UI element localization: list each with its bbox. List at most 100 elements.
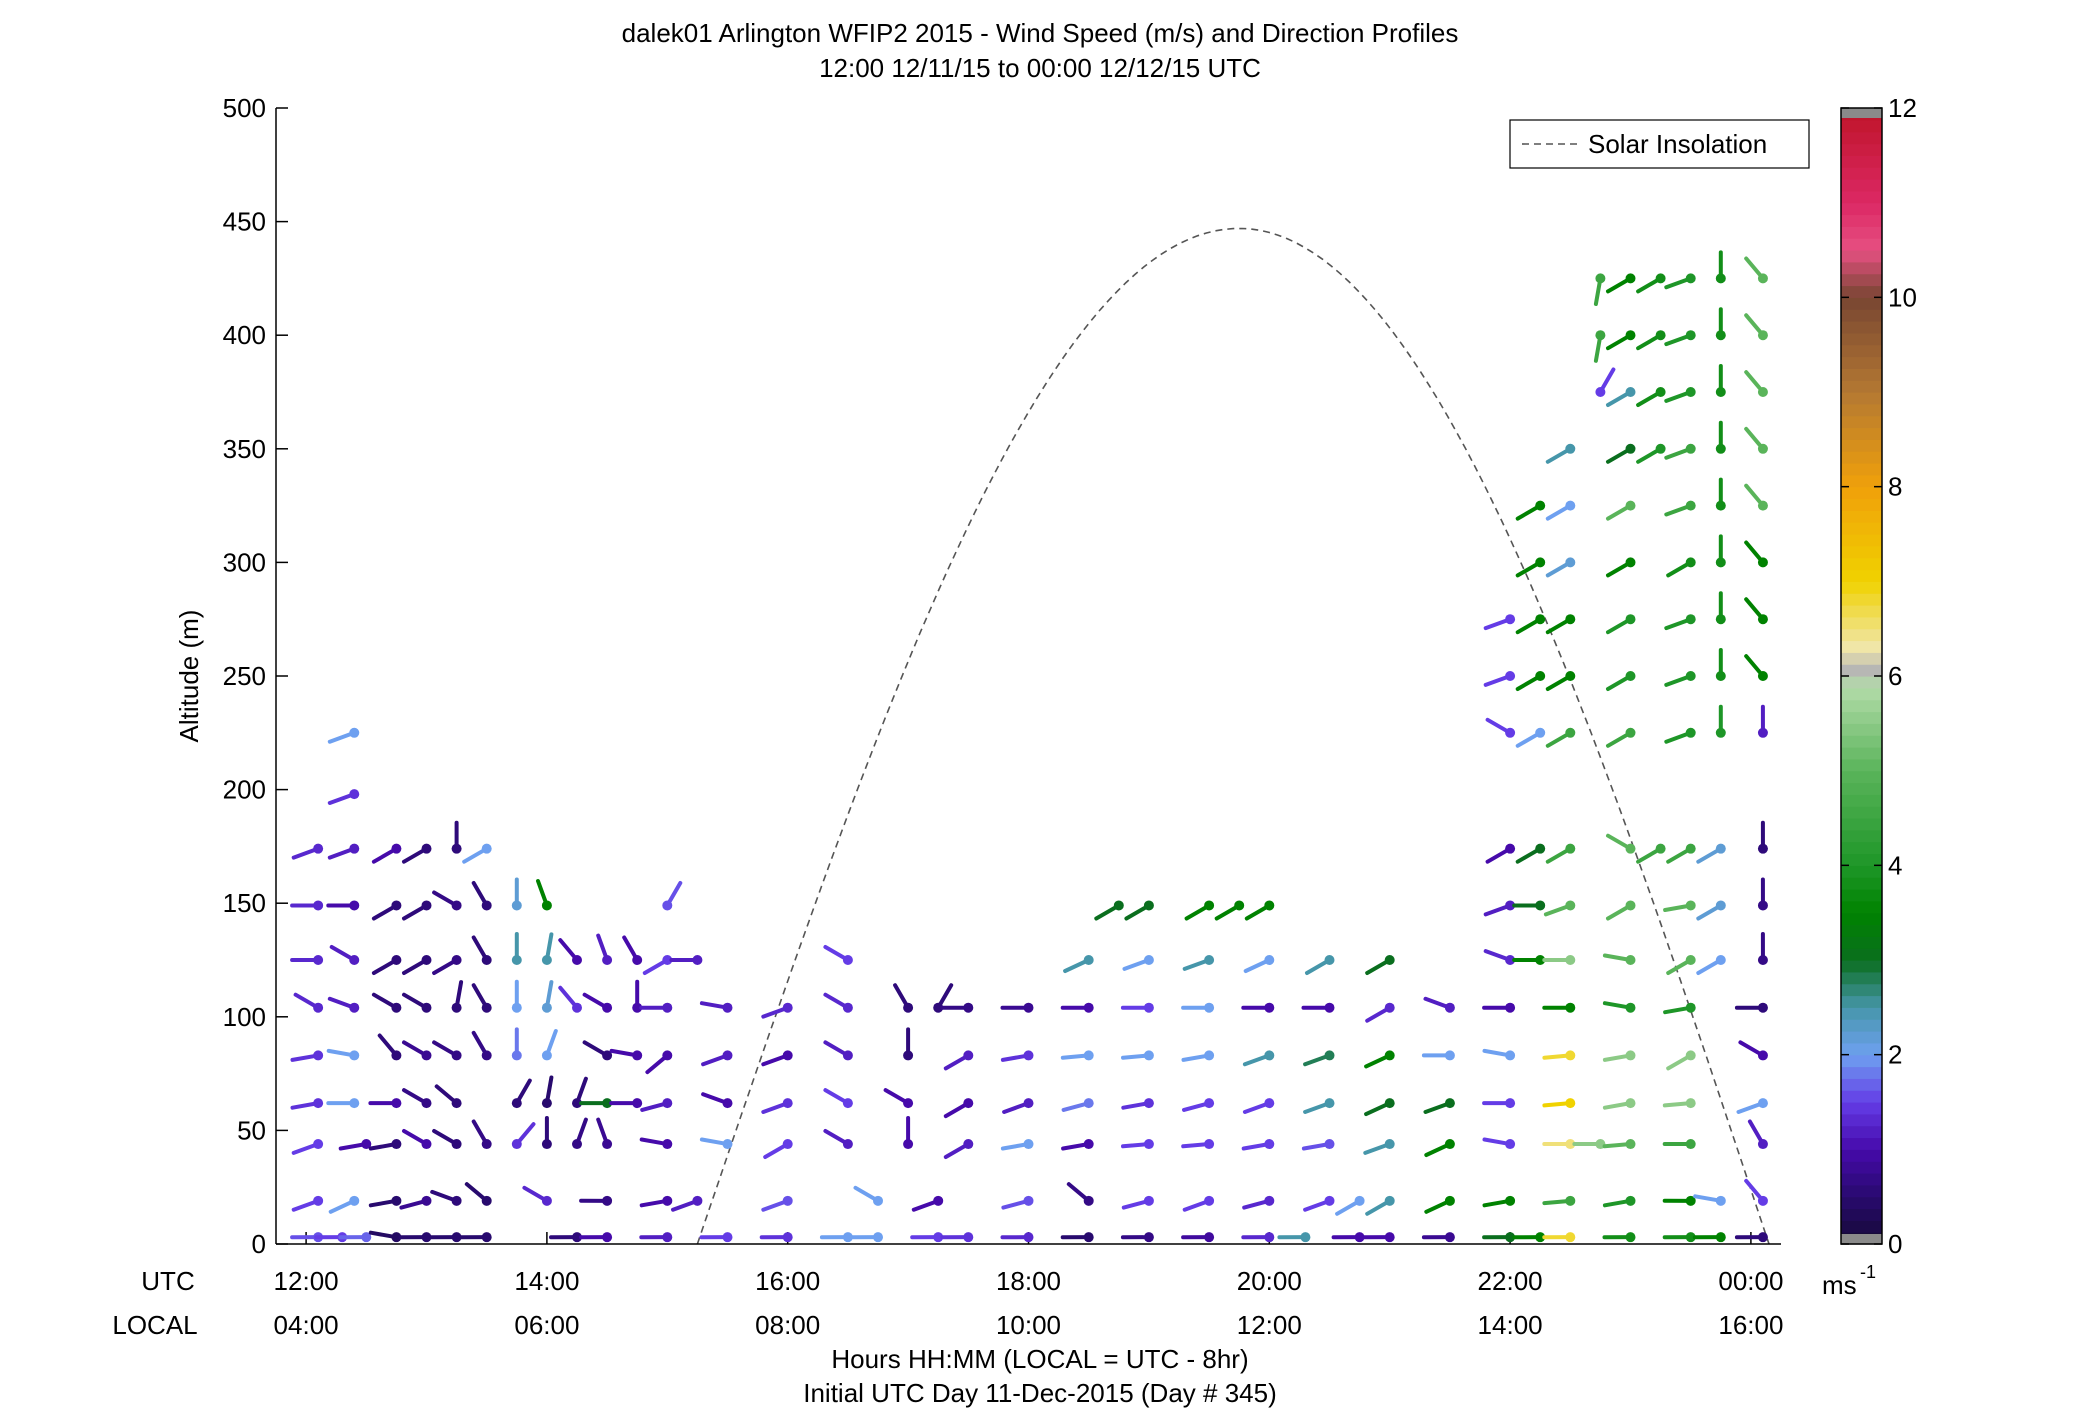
- wind-barb: [759, 1232, 793, 1243]
- wind-barb-dot: [349, 1050, 360, 1061]
- wind-barb-dot: [1505, 1098, 1516, 1109]
- wind-barb-dot: [1715, 500, 1726, 511]
- wind-barb: [1515, 614, 1546, 635]
- wind-barb: [471, 1119, 492, 1150]
- y-tick-label: 450: [223, 207, 266, 237]
- y-tick-label: 250: [223, 661, 266, 691]
- wind-barb: [293, 992, 324, 1013]
- wind-barb-dot: [313, 843, 324, 854]
- wind-barb: [893, 983, 914, 1013]
- wind-barb-dot: [1757, 1050, 1768, 1061]
- wind-barb-dot: [1625, 900, 1636, 911]
- colorbar-band: [1841, 392, 1882, 405]
- colorbar-band: [1841, 758, 1882, 772]
- wind-barb-dot: [313, 1050, 324, 1061]
- colorbar-band: [1841, 605, 1882, 618]
- colorbar-band: [1841, 806, 1882, 819]
- wind-barb: [1181, 1232, 1215, 1243]
- wind-barb: [1121, 1195, 1154, 1210]
- wind-barb: [1744, 597, 1768, 625]
- wind-barb-dot: [1715, 1195, 1726, 1206]
- wind-barb: [549, 1232, 582, 1243]
- wind-barb: [1744, 540, 1768, 568]
- wind-barb: [1734, 1232, 1768, 1243]
- wind-barb-dot: [1565, 900, 1576, 911]
- wind-barb-dot: [1565, 557, 1576, 568]
- wind-barb-dot: [1505, 727, 1516, 738]
- x-tick-label-local: 14:00: [1478, 1310, 1543, 1340]
- wind-barb-dot: [1535, 900, 1546, 911]
- wind-barb-dot: [602, 1098, 613, 1109]
- wind-barb: [1757, 704, 1768, 738]
- wind-barb-dot: [1384, 1050, 1395, 1061]
- wind-barb-dot: [1685, 727, 1696, 738]
- wind-barb-dot: [1505, 1232, 1516, 1243]
- wind-barb: [911, 1195, 944, 1212]
- wind-barb: [609, 1048, 643, 1061]
- wind-barb: [1545, 500, 1576, 521]
- wind-barb-dot: [1143, 1002, 1154, 1013]
- colorbar-band: [1841, 1066, 1882, 1079]
- colorbar-band: [1841, 889, 1882, 902]
- wind-barb-dot: [1715, 843, 1726, 854]
- wind-barb-dot: [481, 1050, 492, 1061]
- wind-barb: [1663, 1002, 1696, 1015]
- wind-barb: [1361, 1232, 1395, 1243]
- wind-barb: [1662, 1139, 1696, 1150]
- wind-barb: [699, 1232, 733, 1243]
- wind-barb-dot: [1685, 1195, 1696, 1206]
- wind-barb-dot: [1757, 387, 1768, 397]
- wind-barb-dot: [313, 955, 324, 965]
- wind-barb-dot: [1625, 1098, 1636, 1109]
- wind-barb-dot: [842, 955, 853, 965]
- wind-barb-dot: [421, 1139, 432, 1150]
- wind-barb: [1545, 557, 1576, 578]
- y-tick-label: 350: [223, 434, 266, 464]
- wind-barb-dot: [1655, 273, 1666, 284]
- wind-barb-dot: [451, 1195, 462, 1206]
- wind-barb: [1482, 1048, 1516, 1061]
- x-tick-label-local: 10:00: [996, 1310, 1061, 1340]
- wind-barb-dot: [1565, 500, 1576, 511]
- wind-barb-dot: [662, 900, 673, 911]
- wind-barb: [402, 900, 432, 921]
- wind-barb-dot: [1023, 1232, 1034, 1243]
- colorbar-band: [1841, 936, 1882, 949]
- x-tick-label-local: 16:00: [1718, 1310, 1783, 1340]
- wind-barb: [823, 945, 853, 965]
- wind-barb: [1000, 1050, 1034, 1062]
- wind-barb-dot: [722, 1002, 733, 1013]
- wind-barb: [596, 1117, 613, 1150]
- y-tick-label: 150: [223, 888, 266, 918]
- wind-barb: [399, 1195, 432, 1210]
- wind-barb: [1512, 1232, 1546, 1243]
- wind-barb-dot: [1715, 387, 1726, 397]
- x-tick-label-utc: 14:00: [514, 1266, 579, 1296]
- colorbar-band: [1841, 463, 1882, 476]
- wind-barb: [1545, 727, 1576, 748]
- wind-barb: [701, 1050, 733, 1067]
- wind-barb: [910, 1232, 944, 1243]
- wind-barb: [432, 1129, 462, 1150]
- wind-barb-dot: [313, 900, 324, 911]
- wind-barb-dot: [1757, 1139, 1768, 1150]
- wind-barb-dot: [1565, 1195, 1576, 1206]
- wind-barb: [1244, 900, 1275, 921]
- wind-barb-dot: [1535, 843, 1546, 854]
- wind-barb: [1602, 1195, 1636, 1208]
- wind-barb: [1060, 1050, 1094, 1061]
- wind-barb-dot: [1143, 1050, 1154, 1061]
- wind-barb-dot: [1595, 387, 1606, 397]
- wind-barb: [582, 992, 613, 1013]
- wind-barb-dot: [1685, 500, 1696, 511]
- colorbar-band: [1841, 853, 1882, 866]
- wind-barb: [1482, 1002, 1516, 1013]
- wind-barb: [432, 890, 462, 911]
- wind-barb: [1666, 843, 1696, 864]
- wind-barb: [1277, 1232, 1311, 1243]
- wind-barb-dot: [451, 1098, 462, 1109]
- colorbar-band: [1841, 1137, 1882, 1150]
- wind-barb-dot: [1685, 955, 1696, 965]
- wind-barb: [1734, 1002, 1768, 1013]
